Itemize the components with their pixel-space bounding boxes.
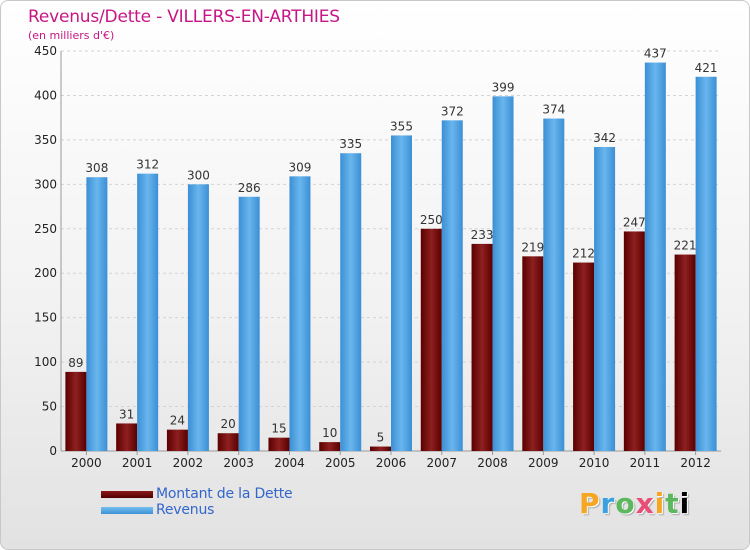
x-tick-label: 2006 — [376, 456, 407, 470]
bar-dette — [623, 231, 645, 451]
data-label-revenus: 421 — [695, 61, 718, 75]
bar-revenus — [543, 118, 565, 452]
data-label-dette: 24 — [170, 414, 185, 428]
data-label-revenus: 308 — [85, 161, 108, 175]
chart-subtitle: (en milliers d'€) — [28, 29, 115, 42]
bar-dette — [471, 243, 493, 451]
y-tick-label: 350 — [34, 133, 57, 147]
data-label-dette: 20 — [221, 417, 236, 431]
legend-label-revenus: Revenus — [156, 502, 215, 518]
chart-title: Revenus/Dette - VILLERS-EN-ARTHIES — [28, 7, 340, 27]
data-label-revenus: 312 — [136, 158, 159, 172]
data-label-dette: 219 — [521, 240, 544, 254]
data-label-revenus: 309 — [289, 160, 312, 174]
data-label-revenus: 300 — [187, 168, 210, 182]
bar-revenus — [238, 196, 260, 451]
x-tick-label: 2009 — [528, 456, 559, 470]
x-tick-label: 2007 — [426, 456, 457, 470]
bar-revenus — [289, 176, 311, 452]
bar-revenus — [340, 153, 362, 451]
data-label-revenus: 437 — [644, 47, 667, 61]
x-tick-label: 2012 — [680, 456, 711, 470]
data-label-dette: 15 — [271, 422, 286, 436]
data-label-revenus: 286 — [238, 181, 261, 195]
bar-revenus — [594, 147, 616, 451]
data-label-revenus: 372 — [441, 104, 464, 118]
bar-revenus — [644, 62, 666, 452]
y-tick-label: 300 — [34, 177, 57, 191]
y-tick-label: 50 — [42, 400, 57, 414]
bar-dette — [522, 256, 544, 451]
x-tick-label: 2003 — [223, 456, 254, 470]
data-label-revenus: 335 — [339, 137, 362, 151]
bar-revenus — [695, 76, 717, 452]
proxiti-logo: Proxiti — [579, 487, 691, 520]
y-tick-label: 250 — [34, 222, 57, 236]
data-label-dette: 233 — [471, 228, 494, 242]
data-label-revenus: 342 — [593, 131, 616, 145]
bar-revenus — [187, 184, 209, 452]
data-label-dette: 212 — [572, 247, 595, 261]
y-tick-label: 0 — [49, 444, 57, 458]
x-tick-label: 2004 — [274, 456, 305, 470]
legend-swatch-dette — [101, 491, 153, 498]
data-label-revenus: 355 — [390, 119, 413, 133]
x-tick-label: 2010 — [579, 456, 610, 470]
bar-revenus — [441, 120, 463, 451]
data-label-revenus: 399 — [492, 80, 515, 94]
bar-revenus — [391, 135, 412, 451]
y-tick-label: 100 — [34, 355, 57, 369]
data-label-dette: 89 — [68, 356, 83, 370]
bar-revenus — [492, 96, 514, 451]
y-tick-label: 200 — [34, 266, 57, 280]
x-tick-label: 2001 — [122, 456, 153, 470]
bar-dette — [65, 371, 87, 451]
y-tick-label: 400 — [34, 88, 57, 102]
bar-dette — [674, 254, 696, 451]
legend-label-dette: Montant de la Dette — [156, 486, 293, 502]
bar-dette — [420, 228, 442, 451]
bar-dette — [217, 433, 239, 451]
bar-dette — [319, 442, 341, 451]
data-label-dette: 221 — [674, 239, 697, 253]
x-tick-label: 2008 — [477, 456, 508, 470]
bar-dette — [268, 437, 290, 451]
data-label-dette: 5 — [377, 431, 385, 445]
data-label-dette: 10 — [322, 426, 337, 440]
x-tick-label: 2002 — [173, 456, 204, 470]
x-tick-label: 2005 — [325, 456, 356, 470]
x-tick-label: 2000 — [71, 456, 102, 470]
bar-revenus — [137, 173, 159, 451]
bar-revenus — [86, 177, 108, 451]
data-label-dette: 31 — [119, 407, 134, 421]
y-tick-label: 150 — [34, 311, 57, 325]
bar-dette — [166, 429, 188, 451]
y-tick-label: 450 — [34, 44, 57, 58]
data-label-revenus: 374 — [542, 103, 565, 117]
x-tick-label: 2011 — [630, 456, 661, 470]
legend-swatch-revenus — [101, 507, 153, 514]
data-label-dette: 250 — [420, 213, 443, 227]
bar-dette — [573, 262, 595, 451]
bar-dette — [370, 446, 391, 451]
bar-dette — [116, 423, 138, 451]
data-label-dette: 247 — [623, 215, 646, 229]
